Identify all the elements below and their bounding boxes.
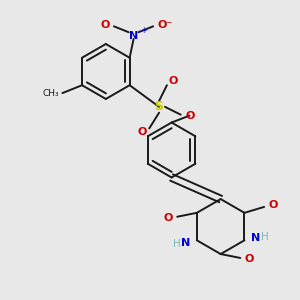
- Text: O: O: [164, 213, 173, 223]
- Text: H: H: [261, 232, 269, 242]
- Text: +: +: [140, 26, 147, 35]
- Text: O: O: [100, 20, 110, 30]
- Text: S: S: [154, 100, 164, 113]
- Text: O: O: [138, 127, 147, 137]
- Text: N: N: [129, 31, 138, 41]
- Text: N: N: [251, 233, 261, 243]
- Text: H: H: [173, 239, 181, 249]
- Text: O⁻: O⁻: [157, 20, 172, 30]
- Text: O: O: [186, 111, 195, 121]
- Text: O: O: [268, 200, 278, 210]
- Text: O: O: [169, 76, 178, 86]
- Text: N: N: [181, 238, 190, 248]
- Text: O: O: [244, 254, 254, 264]
- Text: CH₃: CH₃: [43, 88, 59, 98]
